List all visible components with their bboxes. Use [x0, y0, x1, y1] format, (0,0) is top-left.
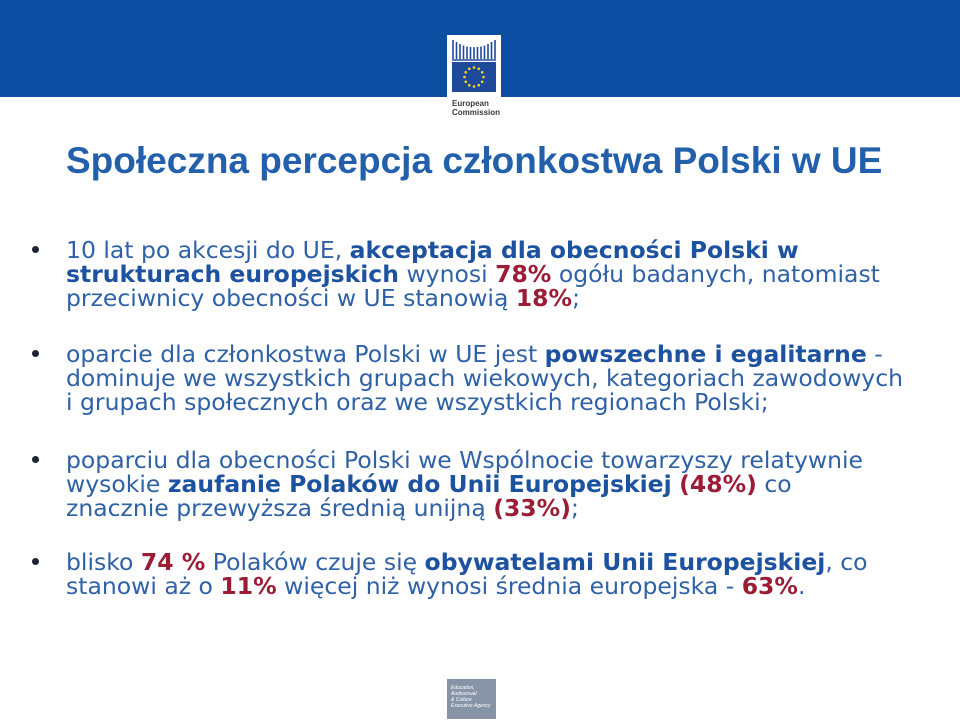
- bullet-item: oparcie dla członkostwa Polski w UE jest…: [32, 340, 904, 416]
- bullet-percentage: 78%: [495, 260, 552, 288]
- bullet-text: ;: [572, 284, 580, 312]
- bullet-text: blisko: [66, 548, 141, 576]
- bullet-percentage: (48%): [679, 470, 757, 498]
- bullet-percentage: 11%: [220, 572, 277, 600]
- bullet-text: -: [866, 340, 883, 368]
- bullet-text: ;: [570, 494, 579, 522]
- footer-logo-line: Audiovisual: [451, 691, 477, 697]
- eacea-logo: Education, Audiovisual & Culture Executi…: [447, 679, 496, 719]
- bullet-text: stanowi aż o: [66, 572, 221, 600]
- logo-text-line: European: [452, 99, 489, 108]
- bullet-item: 10 lat po akcesji do UE, akceptacja dla …: [32, 236, 880, 312]
- footer-logo-wordmark: Education, Audiovisual & Culture Executi…: [451, 685, 491, 709]
- bullet-emphasis: strukturach europejskich: [66, 260, 399, 288]
- bullet-dot-icon: [32, 456, 39, 463]
- bullet-text: wysokie: [66, 470, 168, 498]
- bullet-emphasis: zaufanie Polaków do Unii Europejskiej: [167, 470, 672, 498]
- bullet-dot-icon: [32, 246, 39, 253]
- bullet-emphasis: akceptacja dla obecności Polski w: [349, 236, 799, 264]
- bullet-text: i grupach społecznych oraz we wszystkich…: [66, 388, 769, 416]
- bullet-text: wynosi: [398, 260, 496, 288]
- european-commission-emblem-icon: [452, 40, 496, 92]
- footer-logo-line: & Culture: [451, 697, 472, 703]
- footer-logo-line: Executive Agency: [451, 703, 491, 709]
- logo-text-line: Commission: [452, 108, 501, 117]
- logo-wordmark: European Commission: [452, 99, 500, 117]
- bullet-text: przeciwnicy obecności w UE stanowią: [66, 284, 516, 312]
- slide-title: Społeczna percepcja członkostwa Polski w…: [66, 140, 883, 181]
- european-commission-logo: European Commission: [447, 35, 501, 124]
- bullet-text: , co: [825, 548, 868, 576]
- bullet-item: poparciu dla obecności Polski we Wspólno…: [32, 446, 864, 522]
- bullet-percentage: 63%: [741, 572, 798, 600]
- bullet-percentage: 74 %: [140, 548, 206, 576]
- footer-logo-line: Education,: [451, 685, 475, 691]
- bullet-text: poparciu dla obecności Polski we Wspólno…: [66, 446, 864, 474]
- eu-stars-icon: [463, 66, 485, 88]
- bullet-text: oparcie dla członkostwa Polski w UE jest: [66, 340, 545, 368]
- bullet-text: co: [756, 470, 792, 498]
- bullet-text: ogółu badanych, natomiast: [551, 260, 880, 288]
- bullet-text: .: [797, 572, 806, 600]
- bullet-percentage: (33%): [493, 494, 571, 522]
- bullet-text: więcej niż wynosi średnia europejska -: [276, 572, 742, 600]
- bullet-text: Polaków czuje się: [205, 548, 425, 576]
- bullet-emphasis: obywatelami Unii Europejskiej: [424, 548, 826, 576]
- bullet-dot-icon: [32, 350, 39, 357]
- bullet-dot-icon: [32, 558, 39, 565]
- bullet-text: znacznie przewyższa średnią unijną: [66, 494, 494, 522]
- bullet-percentage: 18%: [515, 284, 573, 312]
- bullet-text: dominuje we wszystkich grupach wiekowych…: [66, 364, 904, 392]
- bullet-emphasis: powszechne i egalitarne: [544, 340, 867, 368]
- berlaymont-building-icon: [452, 40, 496, 61]
- bullet-item: blisko 74 % Polaków czuje się obywatelam…: [32, 548, 868, 600]
- bullet-text: 10 lat po akcesji do UE,: [66, 236, 350, 264]
